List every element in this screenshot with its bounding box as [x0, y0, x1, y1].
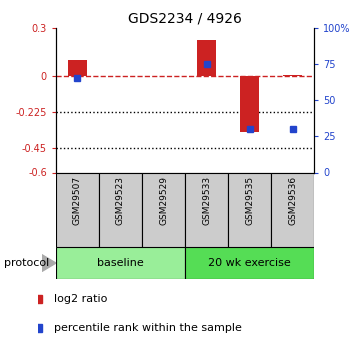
Bar: [99, 172, 142, 247]
Polygon shape: [42, 254, 56, 272]
Text: baseline: baseline: [97, 258, 144, 268]
Text: GSM29536: GSM29536: [288, 176, 297, 225]
Bar: [228, 172, 271, 247]
Bar: [185, 172, 228, 247]
Text: log2 ratio: log2 ratio: [55, 294, 108, 304]
Text: GSM29533: GSM29533: [202, 176, 211, 225]
Text: GSM29507: GSM29507: [73, 176, 82, 225]
Bar: [142, 172, 185, 247]
Bar: [56, 247, 185, 279]
Text: percentile rank within the sample: percentile rank within the sample: [55, 323, 242, 333]
Bar: [68, 60, 87, 76]
Text: 20 wk exercise: 20 wk exercise: [208, 258, 291, 268]
Bar: [283, 75, 302, 76]
Bar: [197, 40, 216, 76]
Text: protocol: protocol: [4, 258, 49, 268]
Text: GSM29523: GSM29523: [116, 176, 125, 225]
Text: GSM29535: GSM29535: [245, 176, 254, 225]
Bar: [185, 247, 314, 279]
Text: GSM29529: GSM29529: [159, 176, 168, 225]
Title: GDS2234 / 4926: GDS2234 / 4926: [128, 11, 242, 25]
Bar: [56, 172, 99, 247]
Bar: [240, 76, 259, 132]
Bar: [271, 172, 314, 247]
